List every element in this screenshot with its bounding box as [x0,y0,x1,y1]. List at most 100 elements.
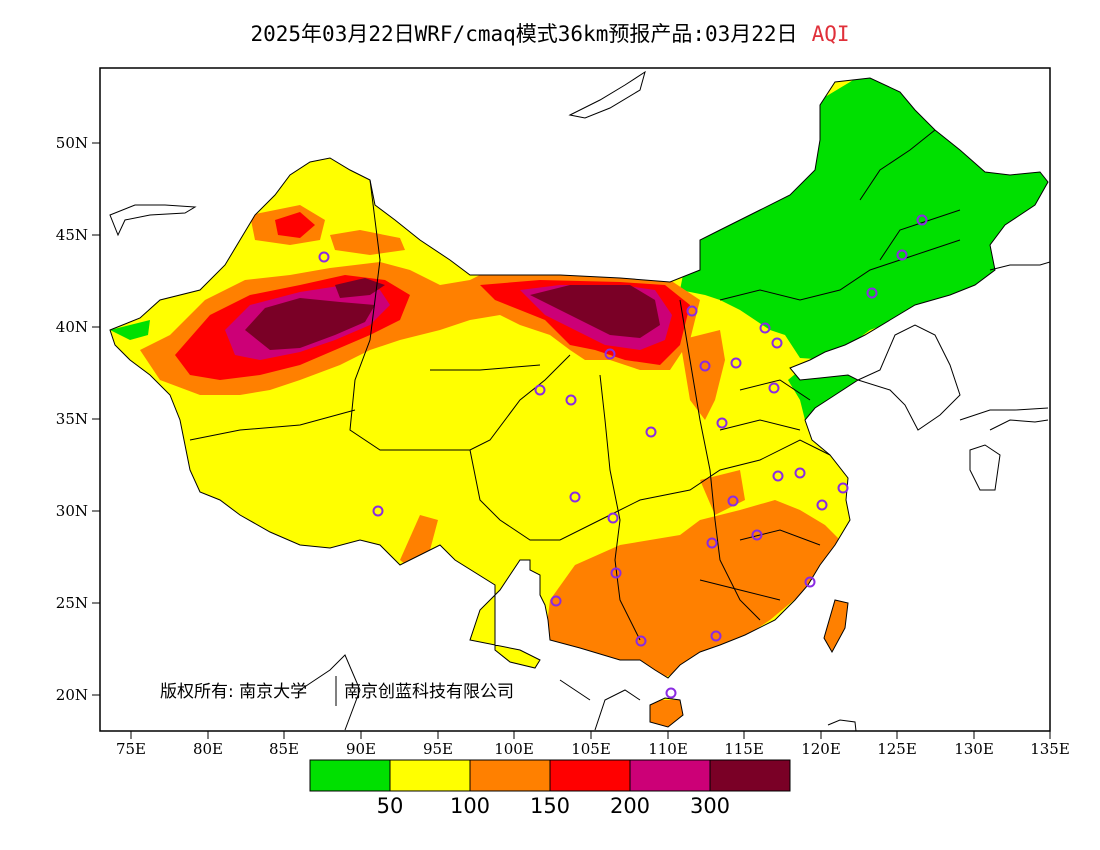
lon-tick-label: 80E [193,740,223,758]
lat-tick-label: 50N [56,134,88,152]
taiwan-outline [823,599,849,654]
station-marker [896,249,908,261]
station-marker [768,382,780,394]
station-marker [699,360,711,372]
aqi-legend: 50 100 150 200 300 [309,759,791,818]
lake-balkhash-outline [109,204,197,237]
station-marker [607,512,619,524]
japan-outline [959,407,1049,491]
china-border [109,77,1049,679]
title-variable: AQI [811,22,850,46]
title-main: 2025年03月22日WRF/cmaq模式36km预报产品:03月22日 [250,22,798,46]
aqi-level-50-west [110,320,150,340]
lon-tick-label: 120E [801,740,841,758]
legend-swatch [309,759,391,792]
station-marker [816,499,828,511]
map-frame [99,67,1051,732]
hainan-outline [649,697,684,728]
legend-label: 150 [530,794,570,818]
boundaries [109,70,1050,731]
legend-swatch [549,759,631,792]
legend-swatch [629,759,711,792]
aqi-level-150-south [545,500,840,680]
lon-tick-label: 90E [346,740,376,758]
province-boundary-mid [599,374,641,641]
lake-baikal-outline [568,70,646,119]
lon-tick-label: 105E [571,740,611,758]
station-marker [645,426,657,438]
legend-label: 50 [377,794,404,818]
station-marker [759,322,771,334]
station-marker [916,214,928,226]
station-marker [837,482,849,494]
aqi-level-max-tarim [245,298,375,350]
lon-tick-label: 85E [269,740,299,758]
lat-tick-label: 40N [56,318,88,336]
station-marker [569,491,581,503]
copyright-owner: 版权所有: 南京大学 [160,682,307,702]
legend-label: 300 [690,794,730,818]
lon-axis: 75E 80E 85E 90E 95E 100E 105E 110E 115E … [116,731,1070,758]
province-boundary-west [349,179,571,451]
station-marker [706,537,718,549]
station-marker [772,470,784,482]
station-marker [635,635,647,647]
station-marker [751,529,763,541]
station-marker [550,595,562,607]
legend-label: 200 [610,794,650,818]
lon-tick-label: 125E [877,740,917,758]
legend-label: 100 [450,794,490,818]
province-boundary-east [679,299,761,621]
aqi-level-150-tibet-south [400,515,438,568]
legend-swatch [469,759,551,792]
philippines-outline [827,719,857,731]
lon-tick-label: 110E [648,740,688,758]
lon-tick-label: 130E [954,740,994,758]
lat-axis: 50N 45N 40N 35N 30N 25N 20N [56,134,100,704]
russia-coast-outline [989,261,1050,271]
lon-tick-label: 75E [116,740,146,758]
southeast-asia-outline [299,654,641,731]
station-marker [794,467,806,479]
korea-outline [856,324,961,431]
station-marker [534,384,546,396]
station-markers [318,214,928,699]
aqi-level-max-gobi [530,285,660,338]
station-marker [866,287,878,299]
lat-tick-label: 20N [56,686,88,704]
map-title: 2025年03月22日WRF/cmaq模式36km预报产品:03月22日 AQI [0,18,1100,48]
lon-tick-label: 100E [494,740,534,758]
province-boundary-tibet-qinghai [189,364,541,441]
lon-tick-label: 95E [423,740,453,758]
province-boundary-northeast [719,129,961,301]
lat-tick-label: 25N [56,594,88,612]
station-marker [318,251,330,263]
aqi-level-200-junggar [275,212,315,238]
station-marker [716,417,728,429]
province-boundary-southeast [699,379,821,601]
lat-tick-label: 35N [56,410,88,428]
station-marker [665,687,677,699]
province-boundary-central [469,439,831,541]
lat-tick-label: 45N [56,226,88,244]
station-marker [710,630,722,642]
station-marker [604,348,616,360]
station-marker [686,305,698,317]
lat-tick-label: 30N [56,502,88,520]
station-marker [804,576,816,588]
station-marker [610,567,622,579]
aqi-level-150-tianshan [330,230,405,255]
station-marker [730,357,742,369]
aqi-level-150-north-china [680,330,725,420]
copyright-company: 南京创蓝科技有限公司 [344,682,514,702]
station-marker [771,337,783,349]
station-marker [372,505,384,517]
legend-swatch [709,759,791,792]
aqi-level-50-northeast [680,78,1048,420]
legend-swatch [389,759,471,792]
station-marker [727,495,739,507]
station-marker [565,394,577,406]
lon-tick-label: 135E [1030,740,1070,758]
aqi-level-max-tarim-north [335,278,385,298]
